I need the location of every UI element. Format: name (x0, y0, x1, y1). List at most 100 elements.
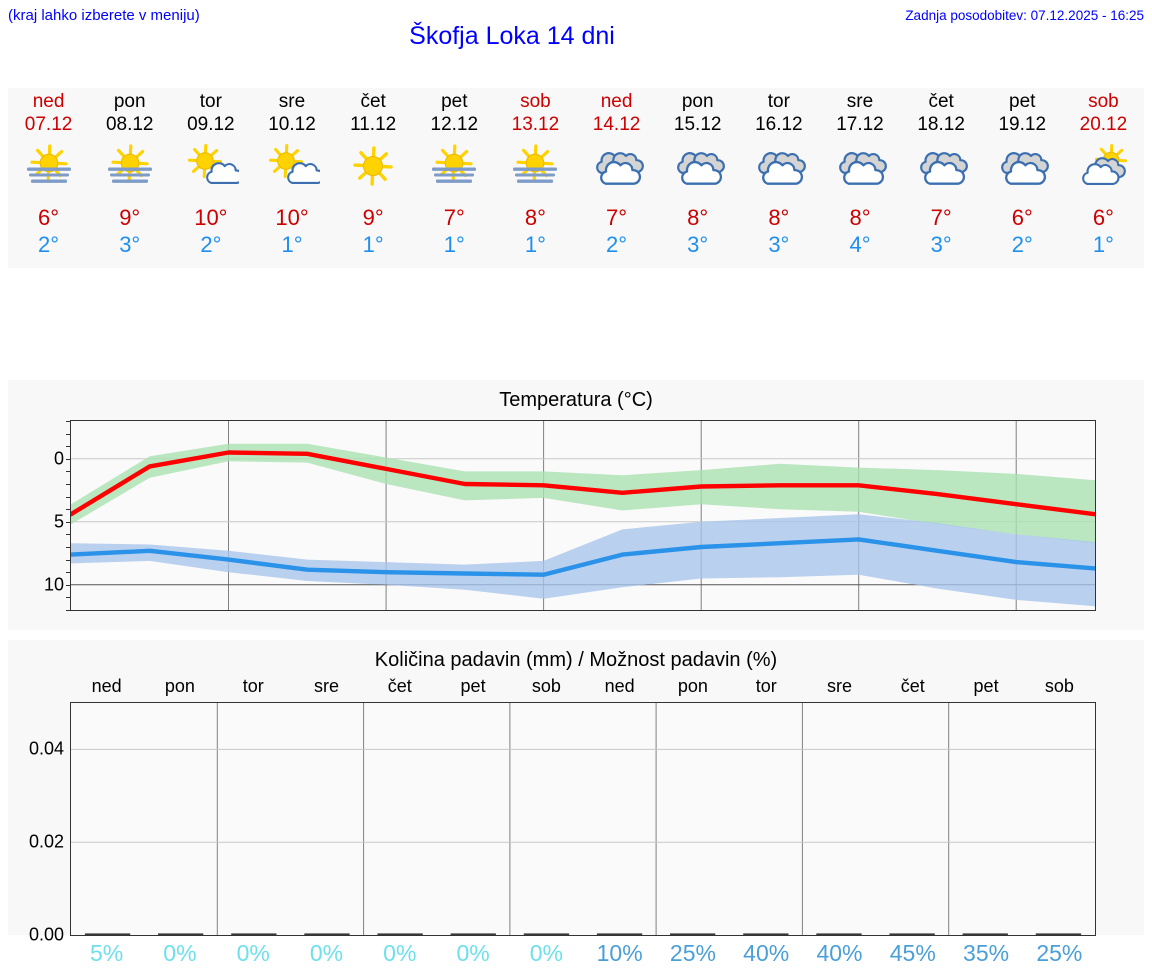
overcast-icon (901, 138, 982, 194)
forecast-day-column[interactable]: sob 13.12 8° 1° (495, 88, 576, 268)
forecast-day-column[interactable]: ned 14.12 7° 2° (576, 88, 657, 268)
precipitation-day-label: ned (604, 676, 635, 696)
precipitation-probability-label: 0% (529, 940, 563, 966)
precipitation-day-label: pon (677, 676, 708, 696)
day-date-label: 13.12 (511, 114, 560, 135)
precipitation-probability-label: 10% (596, 940, 643, 966)
precipitation-probability-label: 40% (816, 940, 863, 966)
day-temp-min-label: 3° (768, 232, 790, 257)
day-temp-min-label: 4° (849, 232, 871, 257)
forecast-day-column[interactable]: pon 08.12 9° 3° (89, 88, 170, 268)
precipitation-day-label: pon (164, 676, 195, 696)
day-name-label: tor (199, 91, 222, 112)
forecast-day-column[interactable]: ned 07.12 6° 2° (8, 88, 89, 268)
precipitation-day-label: sob (531, 676, 561, 696)
day-temp-min-label: 1° (443, 232, 465, 257)
day-name-label: čet (360, 91, 386, 112)
precipitation-day-label: sre (826, 676, 853, 696)
forecast-day-strip: ned 07.12 6° 2° pon 08.12 9° 3° tor 09.12 10° 2° sre… (8, 88, 1144, 268)
forecast-day-column[interactable]: sob 20.12 6° 1° (1063, 88, 1144, 268)
top-bar: (kraj lahko izberete v meniju) Škofja Lo… (0, 0, 1152, 80)
day-temp-max-label: 9° (362, 205, 384, 230)
precipitation-day-label: pet (460, 676, 486, 696)
forecast-day-column[interactable]: sre 10.12 10° 1° (251, 88, 332, 268)
precipitation-probability-label: 0% (309, 940, 344, 966)
day-temp-max-label: 7° (930, 205, 952, 230)
day-temp-max-label: 8° (687, 205, 709, 230)
day-temp-min-label: 1° (1092, 232, 1114, 257)
forecast-day-column[interactable]: pet 19.12 6° 2° (982, 88, 1063, 268)
day-name-label: pet (441, 91, 468, 112)
day-date-label: 19.12 (998, 114, 1047, 135)
day-temp-min-label: 3° (687, 232, 709, 257)
day-name-label: sre (846, 91, 874, 112)
day-temp-min-label: 2° (1011, 232, 1033, 257)
precipitation-day-label: pet (973, 676, 999, 696)
page-title: Škofja Loka 14 dni (409, 22, 615, 50)
day-date-label: 09.12 (187, 114, 235, 135)
day-temp-max-label: 8° (768, 205, 790, 230)
day-temp-min-label: 1° (524, 232, 546, 257)
day-name-label: sob (520, 91, 551, 112)
day-date-label: 17.12 (836, 114, 884, 135)
overcast-icon (982, 138, 1063, 194)
day-name-label: ned (600, 91, 633, 112)
forecast-day-column[interactable]: čet 11.12 9° 1° (333, 88, 414, 268)
forecast-day-column[interactable]: sre 17.12 8° 4° (819, 88, 900, 268)
day-temp-max-label: 7° (443, 205, 465, 230)
temperature-plot-area: 10 5 0 (44, 420, 1096, 611)
precipitation-y-tick-label: 0.02 (28, 831, 64, 852)
forecast-day-column[interactable]: čet 18.12 7° 3° (901, 88, 982, 268)
temperature-y-minor-tick (66, 597, 71, 599)
temperature-y-minor-tick (66, 471, 71, 473)
temperature-y-minor-tick (66, 496, 71, 498)
day-temp-max-label: 7° (606, 205, 628, 230)
precipitation-chart-title: Količina padavin (mm) / Možnost padavin … (374, 649, 778, 671)
temperature-y-minor-tick (66, 572, 71, 574)
forecast-day-column[interactable]: tor 16.12 8° 3° (738, 88, 819, 268)
precipitation-probability-label: 0% (456, 940, 490, 966)
sun-fog-icon (8, 138, 89, 194)
day-temp-max-label: 8° (849, 205, 871, 230)
forecast-day-column[interactable]: tor 09.12 10° 2° (170, 88, 251, 268)
day-temp-max-label: 8° (524, 205, 546, 230)
forecast-day-column[interactable]: pon 15.12 8° 3° (657, 88, 738, 268)
precipitation-y-tick-label: 0.04 (28, 738, 64, 759)
overcast-icon (657, 138, 738, 194)
temperature-series-svg (71, 421, 1095, 610)
day-date-label: 15.12 (673, 114, 722, 135)
precipitation-day-label: sre (313, 676, 340, 696)
temperature-y-minor-tick (66, 559, 71, 561)
day-temp-min-label: 2° (606, 232, 628, 257)
day-temp-max-label: 6° (1011, 205, 1033, 230)
forecast-day-column[interactable]: pet 12.12 7° 1° (414, 88, 495, 268)
day-name-label: pet (1009, 91, 1036, 112)
overcast-icon (738, 138, 819, 194)
temperature-y-minor-tick (66, 458, 71, 460)
day-date-label: 08.12 (105, 114, 154, 135)
sun-fog-icon (89, 138, 170, 194)
temperature-y-minor-tick (66, 610, 71, 611)
precipitation-probability-label: 25% (1036, 940, 1083, 966)
day-temp-min-label: 1° (362, 232, 384, 257)
day-date-label: 12.12 (430, 114, 479, 135)
precipitation-probability-label: 0% (383, 940, 417, 966)
day-temp-min-label: 2° (200, 232, 222, 257)
sun-fog-icon (414, 138, 495, 194)
precipitation-day-label: čet (900, 676, 925, 696)
precipitation-probability-label: 0% (236, 940, 270, 966)
temperature-y-minor-tick (66, 446, 71, 448)
temperature-y-minor-tick (66, 433, 71, 435)
precipitation-day-label: tor (242, 676, 264, 696)
day-date-label: 07.12 (24, 114, 73, 135)
overcast-icon (819, 138, 900, 194)
temperature-y-minor-tick (66, 547, 71, 548)
day-temp-max-label: 6° (1092, 205, 1114, 230)
day-name-label: ned (32, 91, 65, 112)
last-update-label: Zadnja posodobitev: 07.12.2025 - 16:25 (905, 8, 1144, 23)
temperature-y-tick-label: 10 (43, 574, 64, 595)
day-name-label: sre (278, 91, 306, 112)
precipitation-day-label: sob (1044, 676, 1074, 696)
day-date-label: 14.12 (592, 114, 641, 135)
menu-hint-label: (kraj lahko izberete v meniju) (8, 7, 200, 24)
